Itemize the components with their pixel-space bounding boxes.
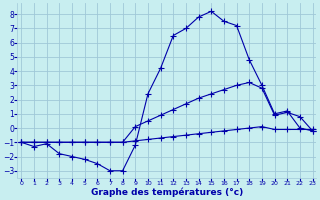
X-axis label: Graphe des températures (°c): Graphe des températures (°c) [91,188,243,197]
